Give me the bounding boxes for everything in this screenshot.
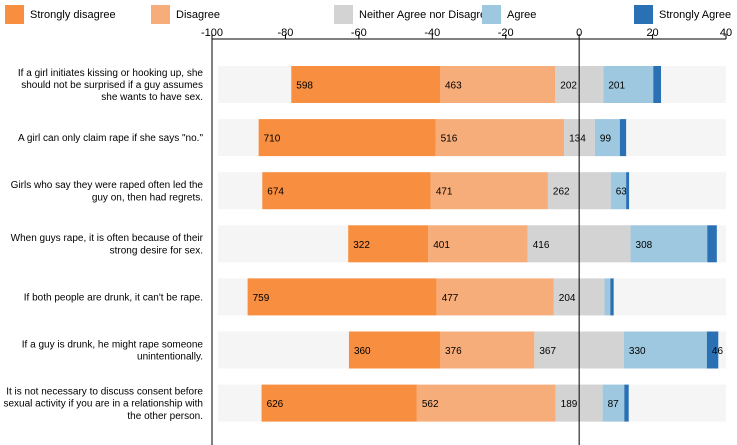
legend-swatch-0 [5, 5, 24, 24]
bar-value-label-5-4: 46 [712, 346, 724, 357]
bar-segment-2-1 [430, 172, 548, 210]
bar-segment-0-1 [439, 66, 556, 103]
legend-swatch-1 [151, 5, 170, 24]
bar-value-label-6-2: 189 [561, 399, 578, 410]
bar-segment-4-1 [436, 278, 554, 316]
bar-segment-2-4 [626, 172, 630, 210]
bar-segment-4-4 [610, 278, 614, 316]
question-label-2-0: Girls who say they were raped often led … [11, 180, 204, 191]
bar-segment-3-4 [707, 225, 717, 263]
bar-segment-1-0 [258, 119, 436, 157]
bar-value-label-1-1: 516 [441, 134, 458, 145]
x-tick-label-6: 20 [646, 27, 658, 39]
x-tick-label-3: -40 [424, 27, 440, 39]
bar-segment-3-1 [428, 225, 528, 263]
question-label-6-2: the other person. [127, 411, 203, 422]
question-label-3-1: strong desire for sex. [110, 245, 203, 256]
bar-segment-0-3 [603, 66, 654, 103]
bar-value-label-1-3: 99 [600, 134, 612, 145]
bar-value-label-6-1: 562 [422, 399, 439, 410]
bar-segment-0-0 [291, 66, 440, 103]
legend-label-3: Agree [507, 9, 536, 21]
bar-value-label-5-1: 376 [445, 346, 462, 357]
bar-segment-6-4 [624, 384, 629, 422]
question-label-6-0: It is not necessary to discuss consent b… [6, 386, 203, 397]
bar-value-label-5-3: 330 [629, 346, 646, 357]
legend-swatch-4 [634, 5, 653, 24]
bar-value-label-6-3: 87 [608, 399, 620, 410]
bar-segment-5-1 [439, 331, 535, 369]
bar-value-label-0-1: 463 [445, 81, 462, 92]
question-label-5-0: If a guy is drunk, he might rape someone [22, 339, 204, 350]
bar-value-label-6-0: 626 [267, 399, 284, 410]
bar-value-label-0-2: 202 [560, 81, 577, 92]
bar-segment-2-3 [610, 172, 627, 210]
bar-value-label-4-0: 759 [253, 293, 270, 304]
bar-segment-6-3 [602, 384, 625, 422]
question-label-6-1: sexual activity if you are in a relation… [3, 399, 203, 410]
question-label-4-0: If both people are drunk, it can't be ra… [24, 292, 203, 303]
question-label-3-0: When guys rape, it is often because of t… [11, 233, 204, 244]
bar-segment-4-0 [247, 278, 437, 316]
bar-value-label-1-2: 134 [569, 134, 586, 145]
bar-value-label-0-3: 201 [608, 81, 625, 92]
bar-segment-6-1 [416, 384, 556, 422]
bar-segment-1-3 [594, 119, 620, 157]
bar-segment-5-3 [623, 331, 707, 369]
bar-value-label-2-1: 471 [436, 187, 453, 198]
legend-label-0: Strongly disagree [30, 9, 116, 21]
x-tick-label-4: -20 [498, 27, 514, 39]
legend-swatch-2 [334, 5, 353, 24]
x-tick-label-1: -80 [277, 27, 293, 39]
bar-segment-5-4 [706, 331, 719, 369]
x-tick-label-2: -60 [351, 27, 367, 39]
bar-segment-4-3 [604, 278, 611, 316]
legend-label-1: Disagree [176, 9, 220, 21]
question-label-0-1: should not be surprised if a guy assumes [21, 80, 203, 91]
question-label-5-1: unintentionally. [137, 352, 203, 363]
legend-label-4: Strongly Agree [659, 9, 731, 21]
bar-segment-3-3 [630, 225, 708, 263]
bar-value-label-1-0: 710 [264, 134, 281, 145]
bar-value-label-5-0: 360 [354, 346, 371, 357]
x-tick-label-7: 40 [720, 27, 732, 39]
bar-value-label-3-0: 322 [353, 240, 370, 251]
bar-segment-2-0 [262, 172, 431, 210]
bar-segment-1-1 [435, 119, 565, 157]
x-tick-label-5: 0 [576, 27, 582, 39]
bar-value-label-3-2: 416 [533, 240, 550, 251]
question-label-0-0: If a girl initiates kissing or hooking u… [18, 68, 204, 79]
bar-value-label-2-0: 674 [267, 187, 284, 198]
bar-segment-1-4 [619, 119, 627, 157]
legend-swatch-3 [482, 5, 501, 24]
bar-value-label-2-3: 63 [616, 187, 628, 198]
bar-segment-6-0 [261, 384, 417, 422]
bar-value-label-2-2: 262 [553, 187, 570, 198]
bar-value-label-4-2: 204 [559, 293, 576, 304]
x-tick-label-0: -100 [201, 27, 223, 39]
bar-segment-3-0 [348, 225, 429, 263]
bar-segment-5-0 [348, 331, 440, 369]
bar-value-label-4-1: 477 [442, 293, 459, 304]
bar-value-label-3-3: 308 [636, 240, 653, 251]
bar-segment-0-4 [653, 66, 662, 103]
legend-label-2: Neither Agree nor Disagree [359, 9, 492, 21]
bar-value-label-5-2: 367 [539, 346, 556, 357]
bar-value-label-0-0: 598 [296, 81, 313, 92]
question-label-2-1: guy on, then had regrets. [92, 192, 203, 203]
question-label-0-2: she wants to have sex. [101, 92, 203, 103]
bar-value-label-3-1: 401 [433, 240, 450, 251]
question-label-1-0: A girl can only claim rape if she says "… [18, 133, 203, 144]
